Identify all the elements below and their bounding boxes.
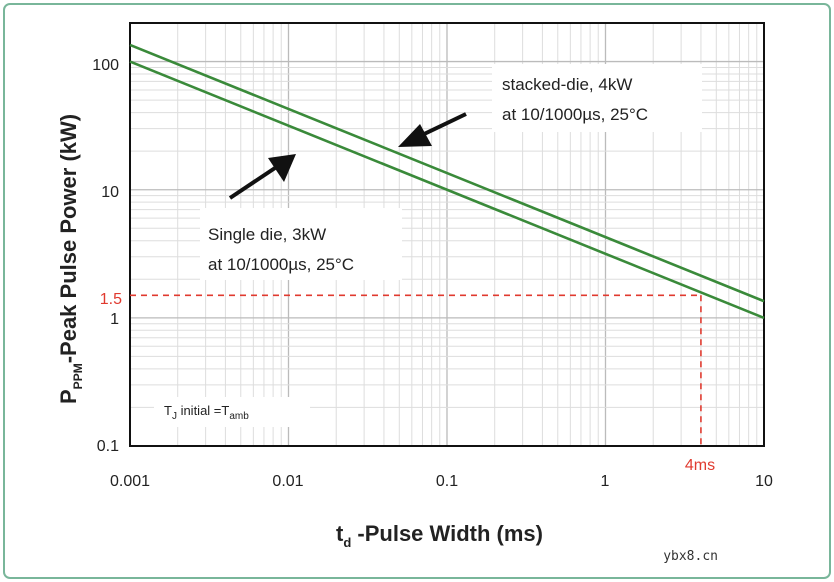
y-axis-title-sub: PPM [71,363,85,389]
series-group [129,43,765,320]
single-label-bg [200,208,402,280]
arrow-icon [398,112,467,147]
series-line-stacked-die [129,43,765,303]
tj-label-b: initial =T [177,403,229,418]
y-tick-label: 0.1 [97,438,119,455]
stacked-label-line1: stacked-die, 4kW [502,75,632,94]
single-label-line1: Single die, 3kW [208,225,326,244]
single-label-line2: at 10/1000µs, 25°C [208,255,354,274]
y-axis-title-rest: -Peak Pulse Power (kW) [56,114,81,363]
reference-lines [130,294,702,446]
plot-border [129,22,765,447]
x-tick-label: 10 [755,473,773,490]
x-axis-title-main: t [336,521,344,546]
outer-border [3,3,831,579]
y-axis-title: PPPM-Peak Pulse Power (kW) [56,114,85,404]
tj-label-bg [154,397,310,427]
tj-label-a: T [164,403,172,418]
x-axis-title-rest: -Pulse Width (ms) [351,521,543,546]
y-axis-title-main: P [56,389,81,404]
tj-label-a-sub: J [172,411,177,422]
x-tick-label: 0.1 [436,473,458,490]
x-axis-title-sub: d [343,535,351,550]
series-line-single-die [129,60,765,320]
y-tick-label: 1 [110,311,119,328]
x-tick-label: 0.001 [110,473,150,490]
ref-y-label: 1.5 [100,291,122,308]
tj-label-b-sub: amb [229,411,249,422]
x-tick-label: 0.01 [272,473,303,490]
y-tick-label: 10 [101,184,119,201]
stacked-label-bg [492,64,702,132]
arrow-icon [228,154,296,200]
stacked-label-line2: at 10/1000µs, 25°C [502,105,648,124]
ref-x-label: 4ms [685,457,715,474]
tj-label: TJ initial =Tamb [164,403,249,422]
x-tick-label: 1 [601,473,610,490]
watermark: ybx8.cn [663,549,718,564]
y-tick-label: 100 [92,57,119,74]
x-axis-title: td -Pulse Width (ms) [336,521,543,550]
